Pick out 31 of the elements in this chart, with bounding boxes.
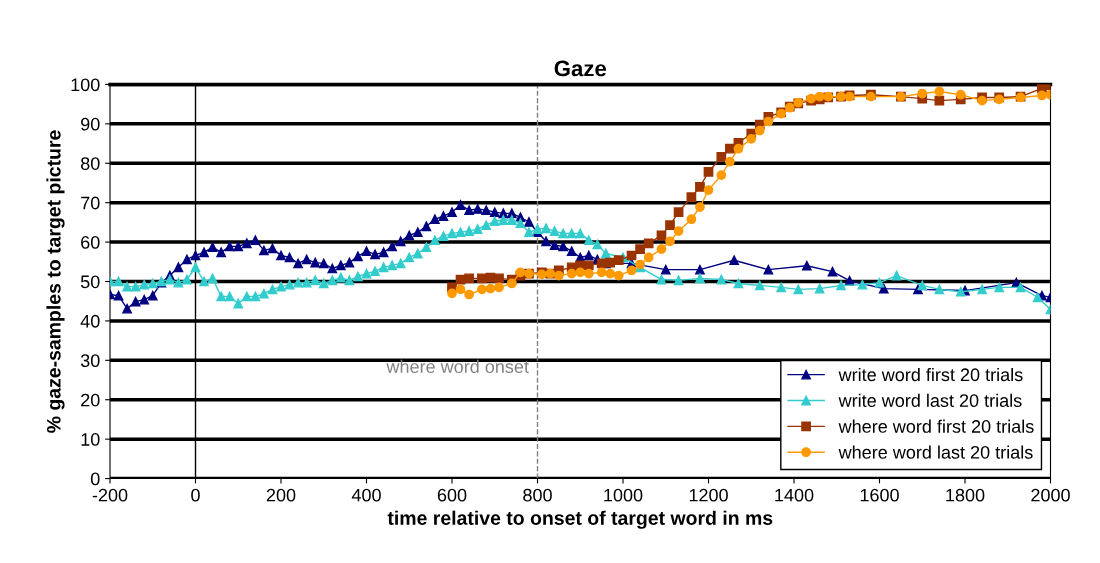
legend-label: where word first 20 trials	[838, 419, 1034, 433]
y-tick-label: 70	[81, 196, 100, 210]
x-tick-label: 1600	[860, 488, 899, 502]
y-tick-label: 90	[81, 117, 100, 131]
x-tick-label: -200	[92, 488, 128, 502]
y-tick-label: 50	[80, 275, 100, 289]
x-tick-label: 1800	[946, 488, 985, 502]
x-axis-title: time relative to onset of target word in ms	[387, 510, 773, 529]
x-tick-label: 600	[437, 488, 467, 502]
y-tick-label: 20	[81, 393, 100, 407]
y-tick-label: 30	[80, 354, 100, 368]
x-tick-label: 800	[523, 488, 552, 502]
x-tick-label: 200	[266, 488, 296, 502]
y-axis-title: % gaze-samples to target picture	[46, 130, 65, 433]
y-tick-label: 80	[80, 157, 100, 170]
chart-title: Gaze	[554, 60, 607, 77]
legend-label: write word first 20 trials	[838, 367, 1023, 382]
x-tick-label: 2000	[1031, 488, 1070, 502]
ref-line-label: where word onset	[386, 359, 529, 374]
x-tick-label: 1200	[689, 488, 728, 502]
y-tick-label: 40	[80, 314, 100, 328]
y-tick-label: 0	[90, 472, 100, 486]
y-tick-label: 60	[81, 236, 100, 249]
legend-label: write word last 20 trials	[838, 393, 1022, 408]
legend-label: where word last 20 trials	[838, 445, 1033, 459]
x-tick-label: 400	[351, 488, 381, 502]
x-tick-label: 1400	[775, 488, 814, 502]
y-tick-label: 100	[71, 78, 100, 92]
x-tick-label: 0	[191, 488, 200, 502]
x-tick-label: 1000	[604, 488, 643, 502]
y-tick-label: 10	[81, 433, 100, 446]
